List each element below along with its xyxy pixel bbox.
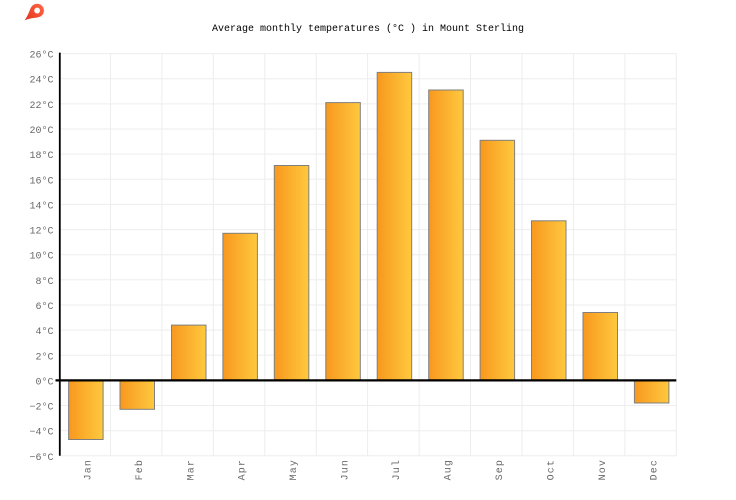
svg-text:Jun: Jun	[341, 459, 352, 480]
svg-text:20°C: 20°C	[29, 125, 53, 137]
svg-text:12°C: 12°C	[29, 226, 53, 238]
svg-text:−2°C: −2°C	[29, 402, 53, 414]
svg-text:Aug: Aug	[444, 459, 455, 480]
svg-text:18°C: 18°C	[29, 150, 53, 162]
svg-text:6°C: 6°C	[35, 301, 53, 313]
svg-text:26°C: 26°C	[29, 50, 53, 62]
svg-text:2°C: 2°C	[35, 351, 53, 363]
svg-text:10°C: 10°C	[29, 251, 53, 263]
svg-text:Sep: Sep	[495, 459, 506, 480]
svg-text:Mar: Mar	[186, 459, 197, 480]
svg-text:−6°C: −6°C	[29, 452, 53, 464]
svg-text:22°C: 22°C	[29, 100, 53, 112]
svg-text:Feb: Feb	[134, 459, 146, 480]
svg-text:May: May	[289, 459, 300, 480]
svg-text:Nov: Nov	[598, 459, 609, 480]
svg-text:Jul: Jul	[391, 459, 403, 480]
svg-text:16°C: 16°C	[29, 175, 53, 187]
svg-text:Dec: Dec	[649, 459, 660, 480]
svg-text:24°C: 24°C	[29, 75, 53, 87]
svg-text:Average monthly temperatures (: Average monthly temperatures (°C ) in Mo…	[212, 23, 524, 35]
svg-text:−4°C: −4°C	[29, 427, 53, 439]
svg-text:8°C: 8°C	[35, 276, 53, 288]
svg-text:Apr: Apr	[238, 459, 249, 480]
svg-text:0°C: 0°C	[35, 376, 53, 388]
svg-text:4°C: 4°C	[35, 326, 53, 338]
svg-text:Jan: Jan	[83, 459, 94, 480]
svg-text:14°C: 14°C	[29, 200, 53, 212]
svg-text:Oct: Oct	[546, 459, 557, 480]
